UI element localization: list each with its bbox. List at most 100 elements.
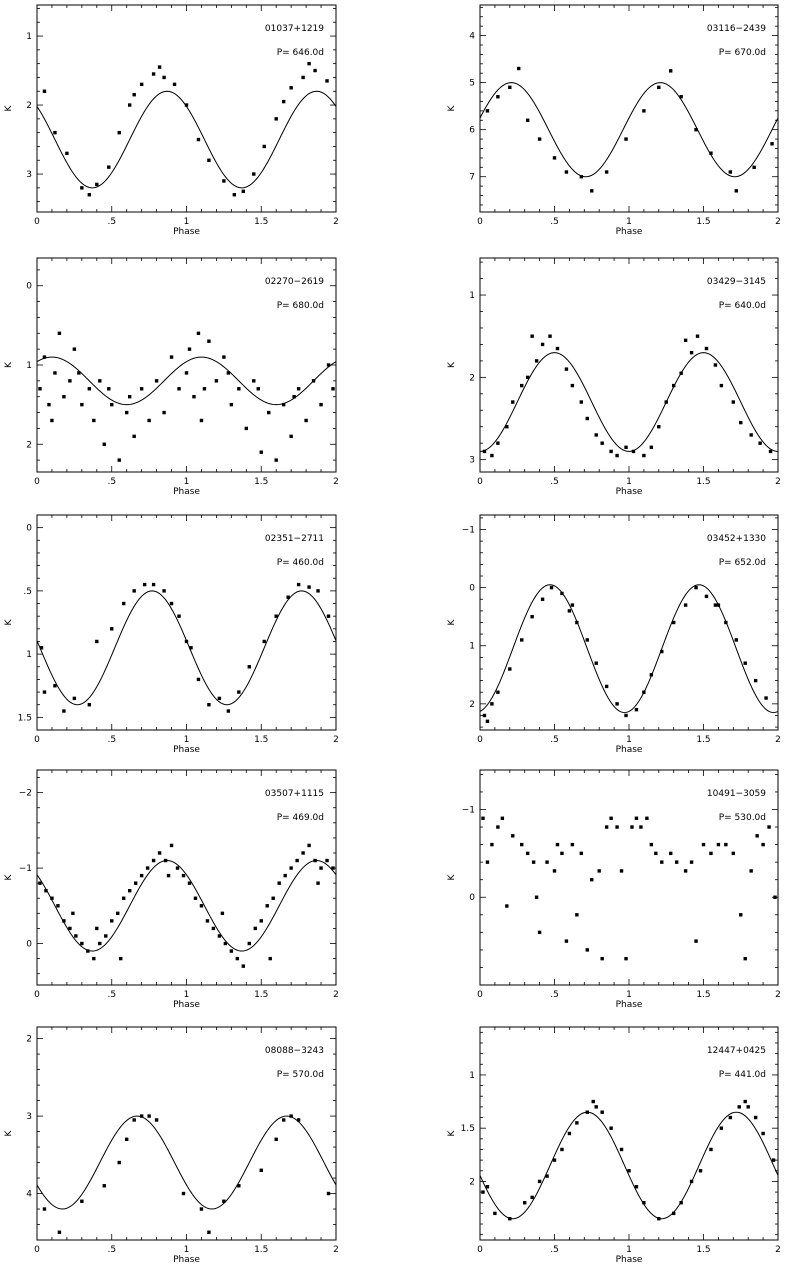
data-point: [202, 387, 207, 391]
x-tick-label: 1.5: [254, 477, 268, 487]
data-point: [734, 189, 738, 193]
data-point: [289, 434, 293, 439]
data-point: [289, 866, 293, 870]
data-point: [520, 383, 524, 388]
data-point: [624, 445, 628, 450]
data-point: [259, 1168, 263, 1172]
data-point: [639, 825, 643, 829]
data-point: [761, 842, 765, 847]
data-point: [657, 1217, 661, 1221]
fit-curve: [479, 584, 779, 714]
data-point: [237, 387, 241, 391]
data-point: [274, 1137, 278, 1142]
data-point: [746, 1105, 750, 1109]
data-point: [265, 904, 269, 908]
x-axis-label: Phase: [616, 487, 643, 497]
x-tick-label: 1.5: [696, 477, 710, 487]
data-point: [567, 609, 572, 613]
data-point: [679, 95, 683, 99]
data-point: [241, 964, 246, 968]
data-point: [609, 1126, 613, 1130]
data-point: [689, 1179, 694, 1184]
data-point: [39, 646, 44, 650]
data-point: [47, 402, 51, 407]
y-tick-label: 0: [26, 282, 32, 292]
y-tick-label: 1: [469, 642, 475, 652]
data-point: [127, 103, 132, 107]
data-point: [80, 402, 84, 407]
x-axis-label: Phase: [173, 1255, 200, 1265]
data-point: [132, 93, 136, 97]
data-point: [713, 363, 718, 367]
data-point: [755, 834, 759, 838]
data-point: [53, 684, 57, 688]
fit-curve: [36, 860, 337, 952]
period-label: P= 646.0d: [277, 48, 324, 58]
data-point: [694, 127, 698, 132]
data-point: [505, 904, 509, 908]
data-point: [177, 614, 181, 618]
data-point: [325, 79, 329, 83]
x-tick-label: 1.5: [696, 735, 710, 745]
data-point: [743, 1099, 747, 1104]
x-tick-label: 1.5: [254, 217, 268, 227]
data-point: [567, 1131, 572, 1136]
data-point: [169, 601, 174, 606]
data-point: [241, 189, 246, 193]
x-tick-label: 1: [184, 217, 190, 227]
period-label: P= 652.0d: [719, 558, 766, 568]
y-tick-label: 1: [469, 1071, 475, 1081]
data-point: [585, 948, 589, 952]
data-point: [80, 941, 84, 946]
data-point: [523, 1201, 527, 1205]
data-point: [771, 1158, 776, 1162]
data-point: [698, 1169, 703, 1173]
data-point: [311, 379, 316, 383]
period-label: P= 680.0d: [277, 301, 324, 311]
data-point: [223, 941, 228, 946]
y-tick-label: 0: [26, 940, 32, 950]
x-axis-label: Phase: [173, 227, 200, 237]
data-point: [570, 603, 575, 607]
data-point: [262, 144, 266, 149]
data-point: [74, 934, 78, 938]
data-point: [490, 702, 494, 706]
star-id-label: 03507+1115: [265, 789, 324, 799]
data-point: [62, 919, 66, 923]
data-point: [132, 434, 136, 439]
data-point: [642, 690, 646, 694]
data-point: [319, 866, 323, 870]
data-point: [660, 860, 664, 864]
fit-curve: [479, 1111, 779, 1220]
data-point: [511, 400, 515, 404]
star-id-label: 03116−2439: [707, 24, 766, 34]
y-tick-label: 1: [469, 291, 475, 301]
fit-curve: [479, 352, 779, 452]
data-point: [125, 1137, 129, 1142]
x-tick-label: 1: [184, 735, 190, 745]
plot-frame: [479, 257, 779, 473]
data-point: [585, 1110, 589, 1114]
y-tick-label: 4: [26, 1190, 32, 1200]
y-axis-label: K: [4, 104, 14, 111]
data-point: [139, 387, 144, 391]
data-point: [767, 825, 771, 829]
data-point: [207, 339, 211, 343]
data-point: [205, 919, 210, 923]
data-point: [631, 449, 636, 454]
data-point: [709, 851, 713, 856]
x-tick-label: 0: [477, 217, 483, 227]
data-point: [80, 186, 84, 190]
x-tick-label: 1.5: [254, 735, 268, 745]
data-point: [642, 109, 646, 113]
data-point: [525, 118, 530, 122]
data-point: [579, 400, 584, 404]
data-point: [604, 825, 609, 829]
data-point: [256, 387, 260, 391]
data-point: [44, 889, 48, 893]
data-point: [615, 825, 619, 829]
data-point: [232, 193, 237, 197]
data-point: [139, 1114, 144, 1118]
data-point: [531, 860, 536, 864]
data-point: [753, 1115, 758, 1120]
